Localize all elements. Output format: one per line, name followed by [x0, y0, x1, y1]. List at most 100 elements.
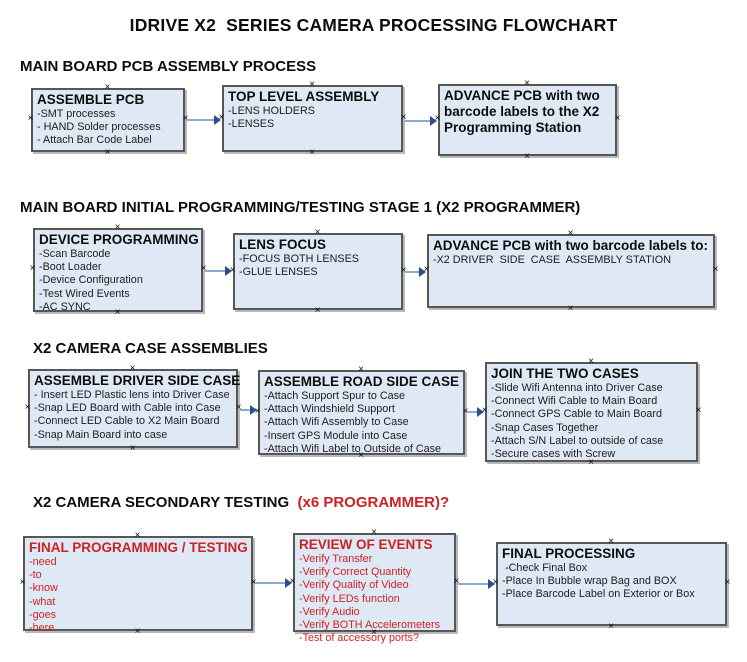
box-line: -know — [29, 582, 58, 595]
flow-box-review-of-events: REVIEW OF EVENTS -Verify Transfer -Verif… — [293, 533, 456, 644]
connection-handle-icon — [114, 309, 121, 316]
box-line: - HAND Solder processes — [37, 121, 161, 134]
box-line: -Boot Loader — [39, 261, 102, 274]
box-line: -goes — [29, 608, 57, 621]
box-line: - Attach Bar Code Label — [37, 134, 152, 147]
box-line: -Attach Support Spur to Case — [264, 390, 406, 402]
flow-box-advance-pcb-programming-station: ADVANCE PCB with two barcode labels to t… — [438, 84, 617, 156]
box-line: -Test Wired Events — [39, 287, 130, 300]
connector-arrow-4 — [405, 267, 426, 277]
section-header-secondary-testing-label: X2 CAMERA SECONDARY TESTING — [33, 494, 294, 511]
box-line: -LENS HOLDERS — [228, 105, 315, 117]
connection-handle-icon — [614, 115, 621, 122]
connection-handle-icon — [24, 404, 31, 411]
connector-arrow-7 — [255, 578, 292, 588]
box-line: -Connect Wifi Cable to Main Board — [491, 395, 658, 408]
connection-handle-icon — [524, 80, 531, 87]
box-line: -Snap Cases Together — [491, 421, 599, 434]
section-header-pcb-assembly: MAIN BOARD PCB ASSEMBLY PROCESS — [20, 58, 317, 75]
connection-handle-icon — [314, 229, 321, 236]
connection-handle-icon — [309, 81, 316, 88]
connection-handle-icon — [358, 452, 365, 459]
box-line: -X2 DRIVER SIDE CASE ASSEMBLY STATION — [433, 254, 671, 266]
box-title: REVIEW OF EVENTS — [299, 537, 433, 552]
box-title: FINAL PROCESSING — [502, 546, 636, 561]
box-title: TOP LEVEL ASSEMBLY — [228, 89, 380, 104]
connection-handle-icon — [567, 305, 574, 312]
connection-handle-icon — [29, 265, 36, 272]
box-line: -Check Final Box — [502, 562, 588, 574]
connection-handle-icon — [134, 628, 141, 635]
box-title: ASSEMBLE PCB — [37, 92, 145, 107]
box-line: -Device Configuration — [39, 274, 143, 287]
section-header-programmer-question: (x6 PROGRAMMER)? — [293, 494, 450, 511]
connection-handle-icon — [567, 230, 574, 237]
section-header-secondary-testing: X2 CAMERA SECONDARY TESTING (x6 PROGRAMM… — [33, 494, 449, 511]
box-line: -Attach Wifi Assembly to Case — [264, 416, 409, 429]
connection-handle-icon — [104, 84, 111, 91]
box-line: -here — [29, 622, 55, 635]
flow-box-final-processing: FINAL PROCESSING -Check Final Box -Place… — [496, 542, 727, 626]
box-line: -FOCUS BOTH LENSES — [239, 253, 359, 265]
box-line: -Snap Main Board into case — [34, 428, 168, 441]
box-line: -Verify Correct Quantity — [299, 566, 412, 579]
box-title: ASSEMBLE ROAD SIDE CASE — [264, 374, 460, 389]
box-line: -Secure cases with Screw — [491, 448, 616, 461]
flow-box-assemble-road-side-case: ASSEMBLE ROAD SIDE CASE -Attach Support … — [258, 370, 465, 455]
connection-handle-icon — [371, 529, 378, 536]
box-line: -Verify Transfer — [299, 553, 373, 565]
connection-handle-icon — [104, 149, 111, 156]
page-title: IDRIVE X2 SERIES CAMERA PROCESSING FLOWC… — [129, 15, 618, 35]
box-title: ADVANCE PCB with two barcode labels to: — [433, 238, 709, 253]
connector-arrow-8 — [458, 579, 495, 589]
box-title: ADVANCE PCB with two barcode labels to t… — [444, 88, 600, 135]
box-line: -Attach Windshield Support — [264, 403, 395, 416]
box-line: -to — [29, 569, 42, 582]
flow-box-top-level-assembly: TOP LEVEL ASSEMBLY -LENS HOLDERS -LENSES — [222, 85, 403, 152]
connector-arrow-6 — [467, 407, 484, 417]
flow-box-device-programming: DEVICE PROGRAMMING -Scan Barcode -Boot L… — [33, 228, 203, 313]
connection-handle-icon — [27, 115, 34, 122]
box-line: -SMT processes — [37, 108, 116, 120]
box-line: -what — [29, 595, 56, 608]
box-line: -Slide Wifi Antenna into Driver Case — [491, 382, 663, 394]
flow-box-advance-pcb-driver-side: ADVANCE PCB with two barcode labels to: … — [427, 234, 715, 308]
box-line: -Attach S/N Label to outside of case — [491, 434, 664, 447]
box-line: -AC SYNC — [39, 300, 91, 313]
box-line: -Insert GPS Module into Case — [264, 429, 408, 442]
connection-handle-icon — [712, 266, 719, 273]
box-line: -Scan Barcode — [39, 248, 111, 260]
connector-arrow-5 — [240, 405, 257, 415]
box-line: -Verify BOTH Accelerometers — [299, 619, 440, 632]
connection-handle-icon — [358, 366, 365, 373]
connection-handle-icon — [114, 224, 121, 231]
box-title: DEVICE PROGRAMMING — [39, 232, 199, 247]
connection-handle-icon — [314, 307, 321, 314]
section-header-initial-programming: MAIN BOARD INITIAL PROGRAMMING/TESTING S… — [20, 199, 581, 216]
box-line: -Verify LEDs function — [299, 592, 400, 605]
connection-handle-icon — [371, 629, 378, 636]
flow-box-join-the-two-cases: JOIN THE TWO CASES -Slide Wifi Antenna i… — [485, 362, 698, 462]
box-title: FINAL PROGRAMMING / TESTING — [29, 540, 248, 555]
connection-handle-icon — [309, 149, 316, 156]
flow-box-assemble-pcb: ASSEMBLE PCB -SMT processes - HAND Solde… — [31, 88, 185, 152]
box-line: -Place Barcode Label on Exterior or Box — [502, 588, 695, 601]
connection-handle-icon — [19, 579, 26, 586]
box-line: - Insert LED Plastic lens into Driver Ca… — [34, 389, 230, 401]
flow-box-lens-focus: LENS FOCUS -FOCUS BOTH LENSES -GLUE LENS… — [233, 233, 403, 310]
box-line: -Connect GPS Cable to Main Board — [491, 408, 663, 421]
box-title: ASSEMBLE DRIVER SIDE CASE — [34, 373, 241, 388]
box-line: -Connect LED Cable to X2 Main Board — [34, 415, 220, 428]
section-header-case-assemblies: X2 CAMERA CASE ASSEMBLIES — [33, 340, 268, 357]
box-line: -need — [29, 556, 57, 568]
connection-handle-icon — [129, 445, 136, 452]
box-title: LENS FOCUS — [239, 237, 327, 252]
connection-handle-icon — [608, 623, 615, 630]
flow-box-assemble-driver-side-case: ASSEMBLE DRIVER SIDE CASE - Insert LED P… — [28, 369, 241, 448]
connection-handle-icon — [695, 407, 702, 414]
connection-handle-icon — [129, 365, 136, 372]
connector-arrow-1 — [187, 115, 221, 125]
connector-arrow-3 — [205, 266, 232, 276]
box-line: -Verify Quality of Video — [299, 579, 409, 592]
box-line: -Verify Audio — [299, 605, 360, 618]
